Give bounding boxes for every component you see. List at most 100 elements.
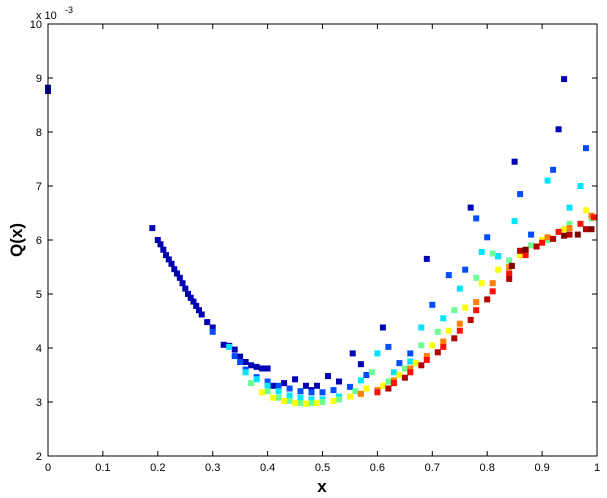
y-tick-label-3: 5 xyxy=(36,289,42,301)
data-point-97 xyxy=(248,380,255,387)
data-point-157 xyxy=(423,356,430,363)
data-point-86 xyxy=(390,369,397,376)
data-point-7 xyxy=(165,256,172,263)
data-point-114 xyxy=(506,257,513,264)
data-point-102 xyxy=(308,400,315,407)
data-point-67 xyxy=(473,215,480,222)
data-point-107 xyxy=(385,378,392,385)
data-point-71 xyxy=(528,231,535,238)
data-point-147 xyxy=(473,299,480,306)
data-point-98 xyxy=(264,388,271,395)
data-point-88 xyxy=(418,324,425,331)
data-point-104 xyxy=(336,396,342,403)
y-tick-label-8: 10 xyxy=(30,19,42,31)
data-point-72 xyxy=(550,166,557,173)
data-point-26 xyxy=(242,359,249,365)
data-point-70 xyxy=(517,191,524,198)
data-point-89 xyxy=(440,315,447,322)
data-point-79 xyxy=(286,392,293,399)
data-point-182 xyxy=(522,246,529,253)
data-point-119 xyxy=(259,389,266,396)
data-point-44 xyxy=(511,158,518,165)
data-point-163 xyxy=(522,252,529,259)
data-point-122 xyxy=(292,400,299,407)
data-point-132 xyxy=(445,327,452,334)
data-point-84 xyxy=(357,377,364,384)
data-point-105 xyxy=(352,388,359,395)
x-tick-label-8: 0.8 xyxy=(480,462,495,474)
data-point-151 xyxy=(544,234,551,241)
data-point-27 xyxy=(248,362,255,369)
data-point-75 xyxy=(242,369,249,376)
data-point-8 xyxy=(168,260,175,267)
data-point-96 xyxy=(577,183,584,189)
data-point-32 xyxy=(281,380,288,387)
data-point-124 xyxy=(314,400,320,407)
data-point-85 xyxy=(374,350,381,357)
data-point-4 xyxy=(157,241,164,248)
plot-background xyxy=(48,24,597,456)
data-point-111 xyxy=(451,307,458,314)
data-point-92 xyxy=(495,253,502,260)
data-point-180 xyxy=(583,226,589,233)
data-point-177 xyxy=(533,243,540,250)
data-point-34 xyxy=(303,382,309,389)
data-point-53 xyxy=(275,382,282,389)
data-point-101 xyxy=(297,400,304,407)
y-multiplier-exponent: -3 xyxy=(65,5,73,15)
data-point-128 xyxy=(379,382,386,389)
data-points xyxy=(45,76,597,407)
data-point-179 xyxy=(566,231,573,238)
data-point-176 xyxy=(517,247,524,254)
data-point-47 xyxy=(209,328,216,335)
data-point-174 xyxy=(484,296,491,303)
data-point-33 xyxy=(292,376,299,383)
data-point-94 xyxy=(544,177,551,184)
data-point-66 xyxy=(462,266,469,273)
data-point-184 xyxy=(574,231,581,238)
axis-ticks xyxy=(47,23,598,457)
data-point-121 xyxy=(281,397,288,404)
y-tick-label-6: 8 xyxy=(36,127,42,139)
data-point-68 xyxy=(484,234,491,241)
data-point-108 xyxy=(401,365,408,372)
data-point-9 xyxy=(171,266,178,273)
y-axis-label: Q(x) xyxy=(7,223,26,257)
data-point-87 xyxy=(407,358,414,365)
data-point-77 xyxy=(264,382,271,389)
data-point-103 xyxy=(319,399,326,405)
data-point-10 xyxy=(174,270,180,277)
data-point-20 xyxy=(204,319,211,326)
data-point-73 xyxy=(583,145,589,152)
data-point-99 xyxy=(275,394,282,401)
data-point-166 xyxy=(577,220,584,227)
x-axis-label: x xyxy=(317,477,327,496)
data-point-63 xyxy=(407,350,414,357)
data-point-76 xyxy=(253,376,260,383)
data-point-117 xyxy=(566,220,573,227)
data-point-138 xyxy=(561,226,568,233)
x-tick-label-5: 0.5 xyxy=(315,462,330,474)
data-point-80 xyxy=(297,394,304,401)
data-point-120 xyxy=(270,394,277,401)
data-point-18 xyxy=(196,307,202,314)
data-point-13 xyxy=(182,285,189,292)
data-point-154 xyxy=(374,389,381,396)
data-point-160 xyxy=(473,307,480,314)
data-point-55 xyxy=(297,388,304,395)
data-point-148 xyxy=(489,280,496,287)
y-tick-label-0: 2 xyxy=(36,451,42,463)
data-point-127 xyxy=(363,385,370,392)
data-point-140 xyxy=(357,390,364,397)
data-point-170 xyxy=(418,362,425,369)
data-point-31 xyxy=(270,382,277,389)
data-point-146 xyxy=(456,320,463,327)
data-point-24 xyxy=(231,346,238,353)
data-point-113 xyxy=(489,250,496,257)
data-point-130 xyxy=(412,360,419,367)
data-point-185 xyxy=(588,226,595,233)
y-tick-label-7: 9 xyxy=(36,73,42,85)
data-point-37 xyxy=(325,373,331,380)
data-point-159 xyxy=(456,327,463,334)
data-point-54 xyxy=(286,385,293,392)
